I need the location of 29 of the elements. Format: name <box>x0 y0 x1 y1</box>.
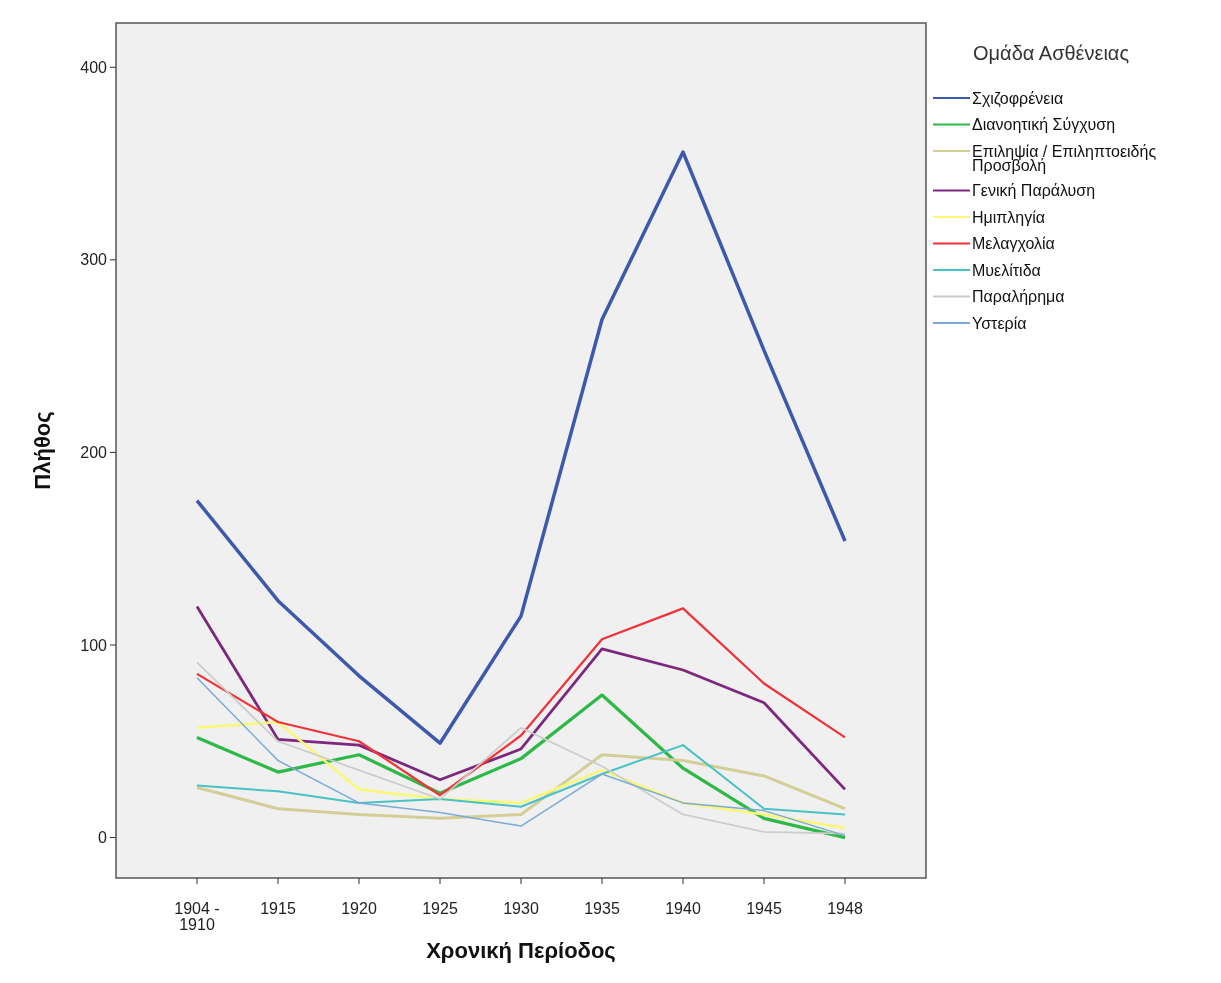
legend-title: Ομάδα Ασθένειας <box>973 42 1130 64</box>
y-axis-title: Πλήθος <box>30 411 55 490</box>
y-tick-label: 200 <box>80 444 108 462</box>
x-tick-label: 1935 <box>584 900 620 917</box>
x-tick-label: 1904 - 1910 <box>174 900 220 933</box>
line-series <box>195 150 847 745</box>
x-tick-label: 1915 <box>260 900 296 917</box>
x-tick-label: 1920 <box>341 900 377 917</box>
legend-label: Μυελίτιδα <box>972 261 1041 279</box>
legend-label: Μελαγχολία <box>972 235 1055 253</box>
x-tick-label: 1945 <box>746 900 782 917</box>
legend-label: Ημιπληγία <box>972 208 1046 226</box>
x-tick-label: 1925 <box>422 900 458 917</box>
line-series <box>195 753 847 820</box>
y-tick-label: 0 <box>98 829 108 847</box>
legend-label: Σχιζοφρένεια <box>972 89 1064 108</box>
legend-label: Γενική Παράλυση <box>972 182 1096 200</box>
x-tick-label: 1948 <box>827 900 863 917</box>
y-tick-label: 400 <box>80 58 108 76</box>
legend-label: Επιληψία / Επιληπτοειδής Προσβολή <box>972 142 1157 174</box>
y-tick-label: 100 <box>80 636 108 654</box>
legend-label: Διανοητική Σύγχυση <box>972 116 1116 134</box>
x-axis-title: Χρονική Περίοδος <box>426 938 616 963</box>
y-tick-label: 300 <box>80 251 108 269</box>
x-tick-label: 1940 <box>665 900 701 917</box>
legend-label: Παραλήρημα <box>972 288 1065 306</box>
line-series <box>196 744 846 816</box>
legend-label: Υστερία <box>972 314 1027 332</box>
x-tick-label: 1930 <box>503 900 539 917</box>
